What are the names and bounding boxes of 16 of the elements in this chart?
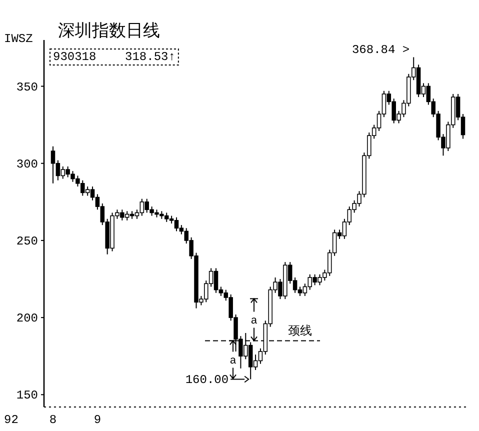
text: 92 — [4, 413, 18, 427]
x-tick-label: 8 — [49, 413, 57, 427]
annotation: 368.84 > — [352, 43, 410, 58]
y-tick-label: 300 — [16, 157, 38, 172]
y-tick-label: 200 — [16, 312, 38, 326]
y-tick-label: 250 — [16, 234, 38, 248]
x-tick-label: 9 — [94, 413, 102, 427]
y-tick-label: 350 — [16, 80, 38, 94]
annotation: a — [250, 316, 258, 328]
chart-title: 深圳指数日线 — [58, 21, 160, 41]
ref-line-label: 颈线 — [288, 324, 312, 338]
y-tick-label: 150 — [16, 388, 38, 403]
annotation: 160.00 — [185, 373, 229, 388]
text: IWSZ — [4, 32, 33, 46]
annotation: 930318 318.53↑ — [53, 50, 176, 64]
annotation: a — [230, 356, 237, 368]
